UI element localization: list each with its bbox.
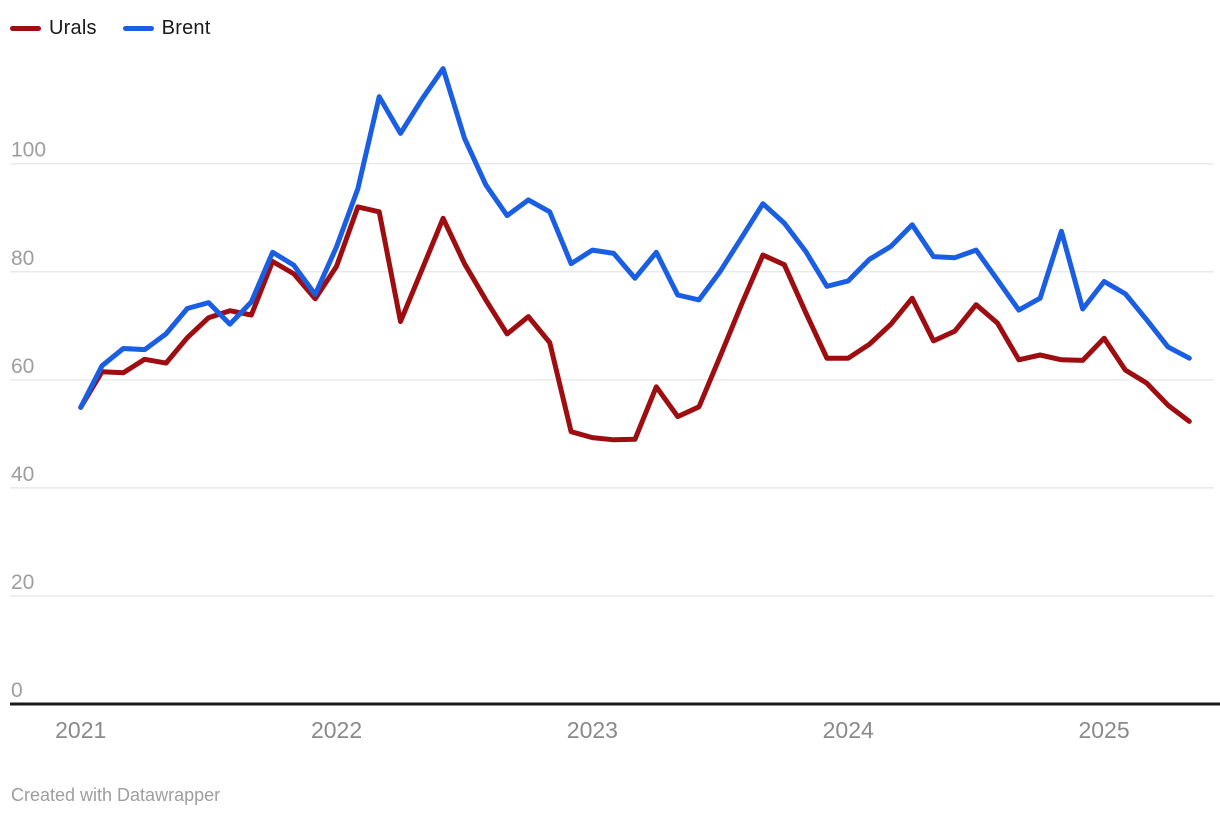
attribution-text: Created with Datawrapper <box>11 785 221 805</box>
y-tick-label-40: 40 <box>11 463 34 486</box>
x-tick-label-2022: 2022 <box>311 717 362 743</box>
y-tick-label-100: 100 <box>11 139 46 162</box>
urals-line-swatch <box>10 26 41 31</box>
x-tick-label-2023: 2023 <box>567 717 618 743</box>
legend-item-brent: Brent <box>122 17 211 40</box>
x-tick-label-2024: 2024 <box>823 717 874 743</box>
legend-label-brent: Brent <box>161 17 211 39</box>
x-tick-label-2021: 2021 <box>55 717 106 743</box>
brent-line <box>78 66 1192 410</box>
y-tick-label-80: 80 <box>11 247 34 270</box>
y-tick-label-60: 60 <box>11 355 34 378</box>
legend: Urals Brent <box>10 17 210 40</box>
urals-line <box>78 204 1192 443</box>
legend-item-urals: Urals <box>10 17 97 40</box>
y-tick-label-0: 0 <box>11 679 23 702</box>
legend-label-urals: Urals <box>49 17 97 39</box>
y-tick-label-20: 20 <box>11 571 34 594</box>
x-tick-label-2025: 2025 <box>1078 717 1129 743</box>
brent-line-swatch <box>122 26 154 31</box>
